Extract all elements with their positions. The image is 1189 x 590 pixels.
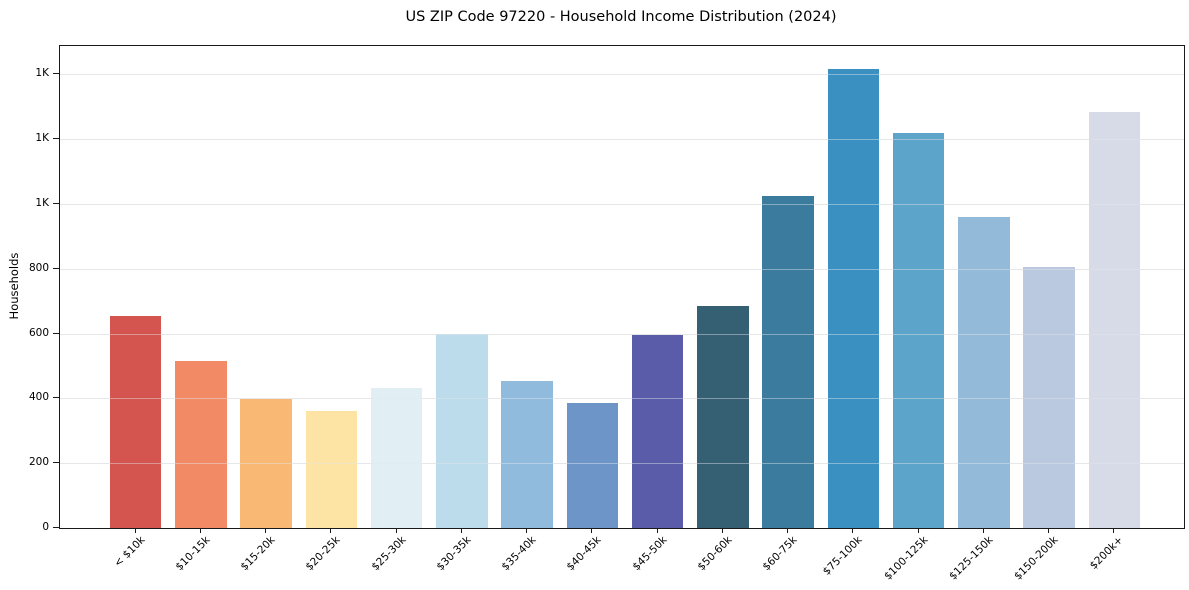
x-tick-mark xyxy=(199,528,201,533)
x-tick-label: $60-75k xyxy=(760,534,800,574)
x-tick-label: $15-20k xyxy=(238,534,278,574)
bar-25-30k xyxy=(370,388,423,528)
y-tick-label: 1K xyxy=(35,196,49,209)
bar-35-40k xyxy=(501,381,553,528)
y-tick-mark xyxy=(53,462,59,464)
bar-10-15k xyxy=(175,360,227,528)
bar-75-100k xyxy=(827,69,880,528)
bar-200k xyxy=(1088,112,1141,528)
y-tick-label: 800 xyxy=(28,261,49,274)
y-tick-mark xyxy=(53,527,59,528)
x-tick-mark xyxy=(656,528,658,533)
gridline xyxy=(60,398,1184,400)
gridline-overlay xyxy=(60,268,1184,270)
gridline-overlay xyxy=(60,139,1184,140)
y-tick-mark xyxy=(53,332,59,334)
y-tick-label: 1K xyxy=(35,67,49,80)
x-tick-label: < $10k xyxy=(111,534,148,570)
x-tick-mark xyxy=(526,528,528,533)
x-tick-label: $40-45k xyxy=(564,534,604,574)
bar-45-50k xyxy=(631,334,684,528)
y-tick-label: 0 xyxy=(42,521,49,533)
x-tick-label: $75-100k xyxy=(821,534,865,578)
x-tick-mark xyxy=(330,528,332,533)
y-tick-mark xyxy=(53,202,59,204)
x-tick-label: $35-40k xyxy=(499,534,539,574)
x-tick-mark xyxy=(721,528,723,533)
x-tick-label: $50-60k xyxy=(695,534,735,574)
x-tick-label: $125-150k xyxy=(946,534,996,583)
gridline xyxy=(60,333,1184,335)
x-tick-label: $30-35k xyxy=(434,534,474,574)
bar-15-20k xyxy=(240,399,292,528)
bar-10k xyxy=(109,316,162,528)
x-tick-mark xyxy=(460,528,462,533)
x-tick-mark xyxy=(1113,528,1115,533)
y-axis-label: Households xyxy=(7,252,21,320)
y-tick-mark xyxy=(53,73,59,75)
gridline xyxy=(60,463,1184,465)
y-tick-mark xyxy=(53,397,59,399)
x-tick-mark xyxy=(265,528,267,533)
gridline xyxy=(60,203,1184,205)
x-tick-mark xyxy=(982,528,984,533)
y-tick-label: 200 xyxy=(28,456,49,469)
x-tick-label: $45-50k xyxy=(629,534,670,574)
x-tick-mark xyxy=(1048,528,1050,533)
y-tick-label: 600 xyxy=(28,326,49,339)
bar-150-200k xyxy=(1023,267,1075,528)
gridline-overlay xyxy=(60,398,1184,400)
gridline xyxy=(60,139,1184,140)
x-tick-mark xyxy=(917,528,919,533)
x-tick-mark xyxy=(395,528,397,533)
gridline-overlay xyxy=(60,463,1184,465)
y-tick-label: 1K xyxy=(35,132,49,144)
bar-60-75k xyxy=(762,196,814,528)
plot-area xyxy=(59,45,1185,529)
y-tick-label: 400 xyxy=(28,391,49,404)
bar-50-60k xyxy=(697,306,749,528)
x-tick-label: $150-200k xyxy=(1012,534,1061,583)
bar-125-150k xyxy=(958,216,1010,528)
x-tick-mark xyxy=(787,528,789,533)
bar-40-45k xyxy=(566,403,619,528)
bar-20-25k xyxy=(305,410,358,528)
x-tick-label: $25-30k xyxy=(368,534,409,574)
gridline-overlay xyxy=(60,74,1184,76)
x-tick-label: $100-125k xyxy=(881,534,931,583)
y-tick-mark xyxy=(53,138,59,139)
x-tick-label: $20-25k xyxy=(303,534,343,574)
gridline-overlay xyxy=(60,333,1184,335)
gridline xyxy=(60,74,1184,76)
x-tick-label: $10-15k xyxy=(173,534,213,574)
y-tick-mark xyxy=(53,267,59,269)
bar-100-125k xyxy=(892,132,945,528)
gridline xyxy=(60,268,1184,270)
x-tick-label: $200k+ xyxy=(1087,534,1126,572)
bar-30-35k xyxy=(436,334,488,528)
x-tick-mark xyxy=(134,528,136,533)
x-tick-mark xyxy=(852,528,854,533)
gridline-overlay xyxy=(60,203,1184,205)
chart-title: US ZIP Code 97220 - Household Income Dis… xyxy=(405,9,837,25)
x-tick-mark xyxy=(591,528,593,533)
